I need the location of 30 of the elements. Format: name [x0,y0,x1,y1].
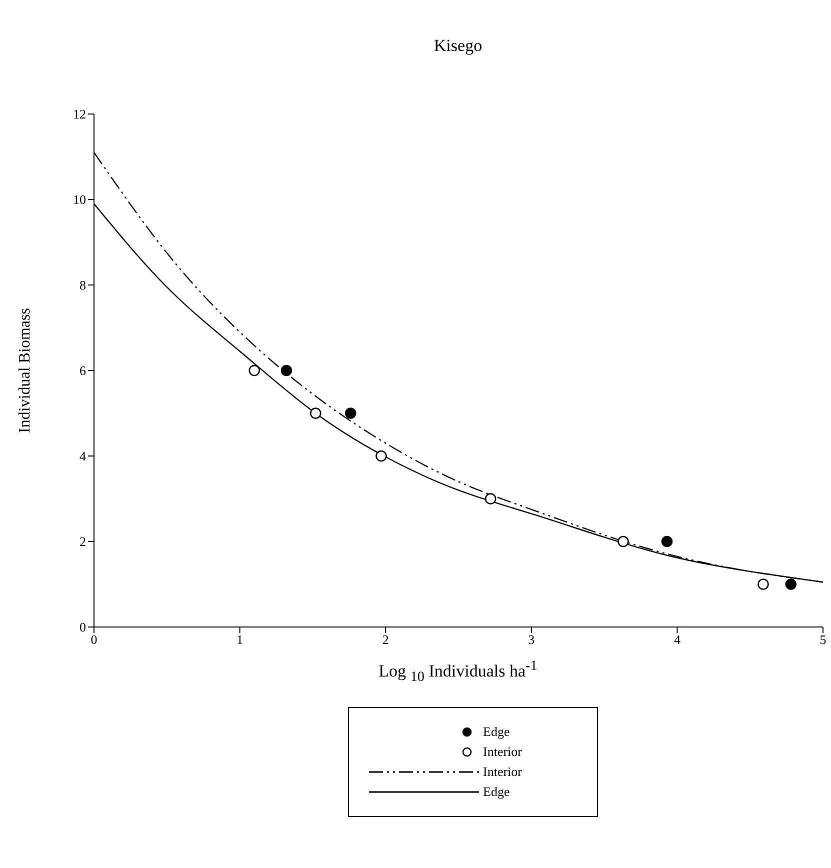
y-tick-label: 0 [80,620,86,635]
point [280,364,292,376]
x-axis-title: Log $_{10}$ Individuals ha$^{-1}$ [378,658,538,686]
y-tick-label: 4 [80,448,86,464]
x-tick-label: 4 [674,632,681,648]
point [785,578,797,590]
y-tick-label: 10 [73,192,86,208]
x-tick-label: 5 [820,632,826,648]
legend-label: Edge [483,784,510,800]
point [310,408,322,419]
legend-label: Edge [483,724,510,740]
legend-label: Interior [483,744,522,760]
x-tick-label: 3 [528,632,535,648]
y-tick-label: 2 [80,534,86,550]
y-tick-label: 6 [80,363,86,378]
point [248,364,260,376]
point [376,450,387,462]
y-tick-label: 12 [73,106,86,122]
point [484,493,496,504]
point [344,408,356,419]
point [758,578,769,590]
y-axis-title: Individual Biomass [16,308,34,433]
legend-label: Interior [483,764,522,780]
chart-title: Kisego [432,36,484,56]
point [618,536,629,548]
x-tick-label: 1 [236,632,244,648]
x-tick-label: 2 [382,632,389,648]
point [661,536,673,548]
y-tick-label: 8 [80,278,86,293]
x-tick-label: 0 [90,632,98,648]
